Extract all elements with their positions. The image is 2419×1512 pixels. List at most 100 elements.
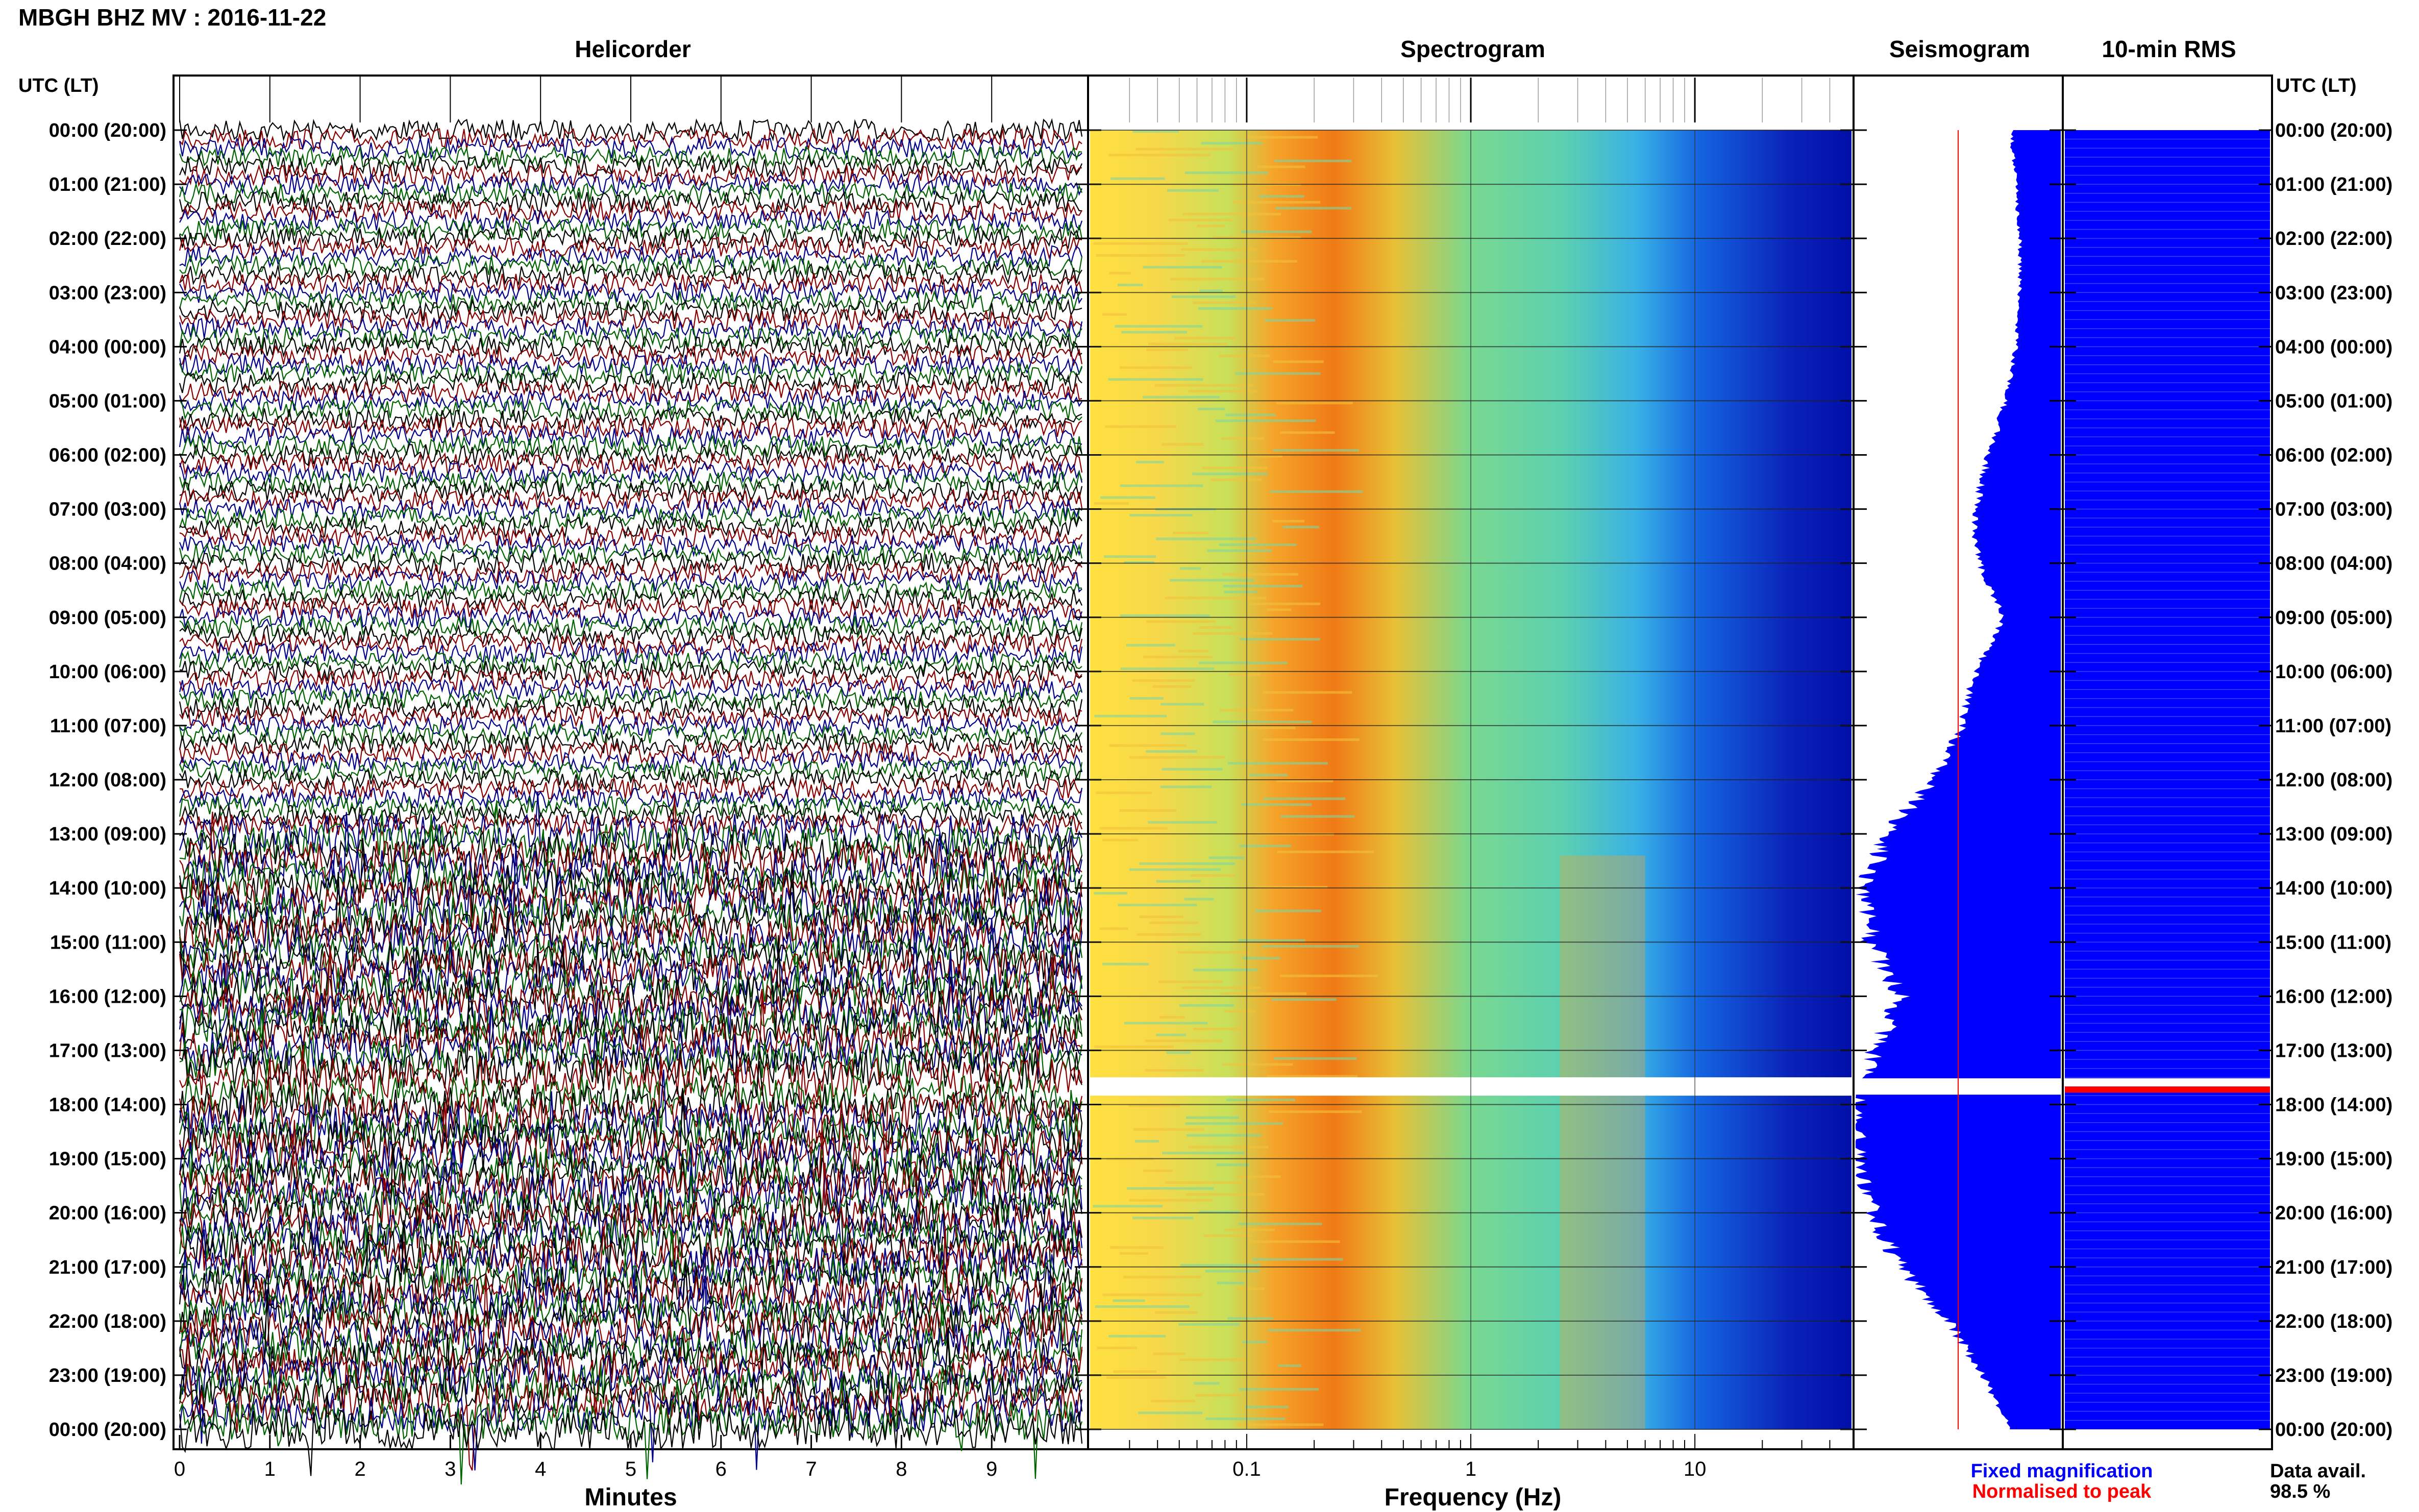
helicorder-title: Helicorder: [575, 36, 691, 62]
spectrogram-speckle: [1180, 1263, 1261, 1267]
helicorder-trace: [179, 524, 1082, 548]
time-tick-label-left: 11:00 (07:00): [50, 715, 166, 737]
spectrogram-speckle: [1129, 1199, 1213, 1202]
time-tick-label-right: 12:00 (08:00): [2275, 770, 2392, 791]
spectrogram-speckle: [1273, 449, 1360, 452]
spectrogram-speckle: [1220, 709, 1294, 712]
time-tick-label-left: 00:00 (20:00): [49, 1419, 166, 1441]
helicorder-x-tick-label: 5: [625, 1458, 636, 1480]
time-tick-label-right: 20:00 (16:00): [2275, 1203, 2392, 1224]
helicorder-trace: [179, 1059, 1083, 1155]
spectrogram-speckle: [1282, 526, 1319, 529]
spectrogram-speckle: [1143, 655, 1213, 658]
spectrogram-speckle: [1155, 537, 1256, 540]
helicorder-trace: [179, 272, 1083, 296]
helicorder-trace: [179, 199, 1082, 224]
spectrogram-speckle: [1186, 1193, 1265, 1196]
spectrogram-speckle: [1094, 1045, 1174, 1048]
helicorder-trace: [179, 1289, 1083, 1388]
rms-gap-marker: [2065, 1086, 2270, 1093]
spectrogram-speckle: [1237, 455, 1282, 458]
time-tick-label-right: 00:00 (20:00): [2275, 120, 2392, 141]
spectrogram-speckle: [1248, 1240, 1340, 1243]
spectrogram-speckle: [1276, 780, 1334, 782]
helicorder-trace: [179, 1162, 1083, 1281]
spectrogram-speckle: [1219, 543, 1297, 547]
spectrogram-speckle: [1129, 868, 1221, 871]
spectrogram-speckle: [1224, 1010, 1255, 1013]
spectrogram-speckle: [1095, 1305, 1190, 1308]
spectrogram-speckle: [1134, 1139, 1159, 1143]
spectrogram-speckle: [1146, 349, 1189, 352]
spectrogram-speckle: [1220, 992, 1307, 995]
helicorder-trace: [179, 289, 1082, 314]
spectrogram-speckle: [1242, 1341, 1267, 1344]
time-ticks: 00:00 (20:00) 00:00 (20:00) 01:00 (21:00) 0…: [49, 120, 2393, 1441]
helicorder-trace: [179, 677, 1083, 702]
spectrogram-speckle: [1186, 1116, 1240, 1119]
helicorder-trace: [179, 361, 1083, 385]
spectrogram-speckle: [1155, 1311, 1198, 1314]
helicorder-trace: [179, 1378, 1083, 1484]
time-tick-label-right: 07:00 (03:00): [2275, 499, 2392, 520]
time-tick-label-right: 13:00 (09:00): [2275, 824, 2392, 845]
time-tick-label-left: 22:00 (18:00): [49, 1311, 166, 1332]
time-tick-label-left: 19:00 (15:00): [49, 1149, 166, 1170]
helicorder-trace: [179, 407, 1082, 431]
spectrogram-speckle: [1274, 159, 1352, 162]
spectrogram-speckle: [1132, 1217, 1194, 1220]
spectrogram-speckle: [1094, 502, 1129, 505]
helicorder-trace: [179, 935, 1082, 1036]
spectrogram-speckle: [1201, 260, 1297, 263]
spectrogram-speckle: [1161, 703, 1204, 706]
spectrogram-speckle: [1180, 567, 1201, 570]
spectrogram-speckle: [1192, 473, 1268, 476]
spectrogram-speckle: [1249, 774, 1288, 777]
helicorder-trace: [179, 452, 1083, 477]
spectrogram-speckle: [1201, 142, 1263, 145]
spectrogram-speckle: [1186, 1134, 1262, 1137]
spectrogram-speckle: [1108, 378, 1203, 381]
helicorder-trace: [179, 1004, 1082, 1075]
spectrogram-speckle: [1102, 1293, 1202, 1296]
helicorder-trace: [179, 235, 1082, 260]
spectrogram-speckle: [1100, 496, 1155, 499]
helicorder-trace: [179, 569, 1082, 593]
spectrogram-speckle: [1142, 395, 1220, 399]
helicorder-trace: [179, 1100, 1083, 1215]
spectrogram-speckle: [1106, 1376, 1166, 1379]
seismogram-title: Seismogram: [1889, 36, 2030, 62]
helicorder-trace: [179, 1120, 1082, 1249]
spectrogram-speckle: [1102, 838, 1139, 841]
spectrogram-speckle: [1093, 1205, 1163, 1208]
time-tick-label-left: 21:00 (17:00): [49, 1257, 166, 1278]
helicorder-trace: [179, 226, 1082, 251]
helicorder-trace: [179, 190, 1082, 214]
spectrogram-speckle: [1237, 1287, 1265, 1291]
spectrogram-speckle: [1120, 667, 1215, 671]
spectrogram-speckle: [1102, 313, 1127, 316]
spectrogram-speckle: [1267, 608, 1292, 611]
time-tick-label-right: 19:00 (15:00): [2275, 1149, 2392, 1170]
helicorder-trace: [179, 1155, 1083, 1237]
spectrogram-speckle: [1166, 1051, 1191, 1054]
spectrogram-speckle: [1184, 171, 1268, 175]
spectrogram-speckle: [1224, 590, 1257, 593]
spectrogram-speckle: [1119, 809, 1177, 812]
helicorder-trace: [179, 578, 1082, 602]
helicorder-trace: [179, 479, 1083, 503]
spectrogram-speckle: [1262, 691, 1352, 694]
helicorder-trace: [179, 740, 1082, 765]
spectrogram-speckle: [1165, 597, 1267, 600]
rms-gap: [2065, 1078, 2270, 1087]
spectrogram-speckle: [1143, 1169, 1173, 1172]
helicorder-trace: [179, 1126, 1083, 1249]
spectrogram-speckle: [1178, 650, 1209, 653]
spectrogram-speckle: [1217, 1281, 1244, 1284]
rms-plot: [2065, 130, 2270, 1429]
helicorder-trace: [179, 1092, 1083, 1193]
spectrogram-speckle: [1110, 177, 1165, 180]
helicorder-trace: [179, 389, 1082, 413]
spectrogram-speckle: [1094, 891, 1128, 895]
helicorder-trace: [179, 830, 1083, 918]
